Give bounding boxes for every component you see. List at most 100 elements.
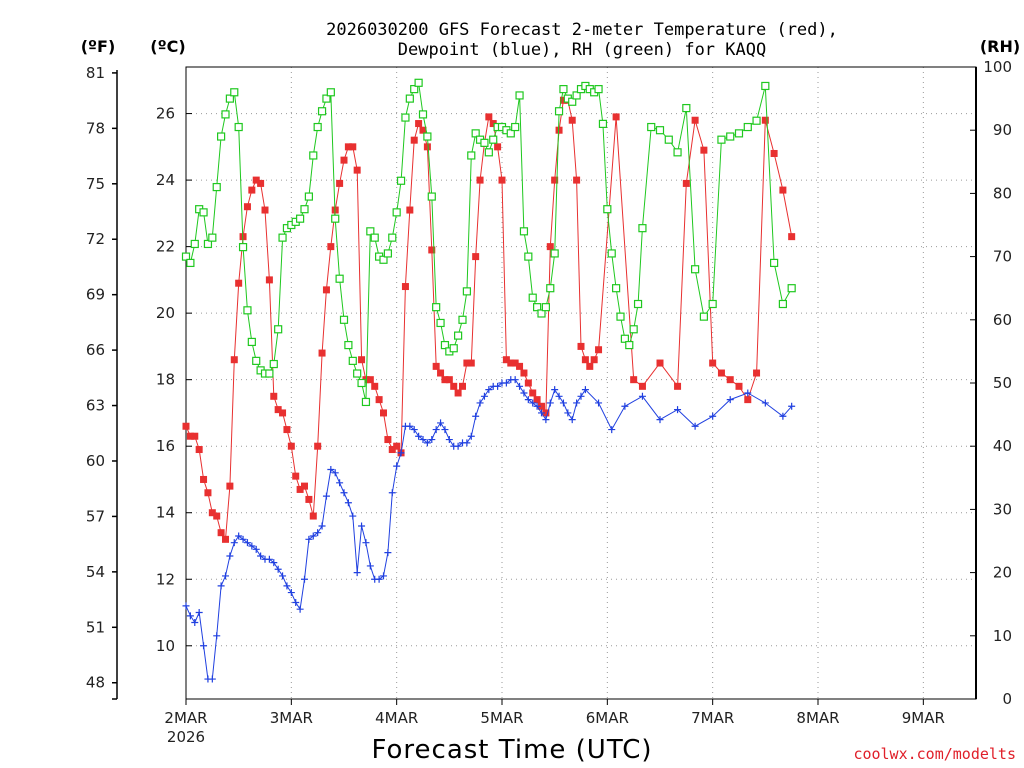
data-point (401, 113, 410, 122)
data-point (186, 612, 194, 620)
data-point (248, 186, 256, 194)
data-point (265, 369, 274, 378)
data-point (598, 119, 608, 128)
rh-tick-label: 100 (983, 58, 1012, 76)
fahrenheit-tick-label: 72 (86, 230, 105, 248)
fahrenheit-tick-label: 66 (86, 341, 105, 359)
data-point (437, 369, 445, 377)
data-point (235, 532, 243, 540)
data-point (186, 258, 195, 268)
data-point (515, 91, 524, 100)
data-point (247, 337, 256, 347)
data-point (362, 376, 370, 384)
chart-title-line2: Dewpoint (blue), RH (green) for KAQQ (398, 40, 766, 60)
data-point (629, 325, 638, 334)
data-point (327, 243, 335, 251)
data-point (195, 446, 203, 454)
data-point (313, 122, 322, 132)
data-point (445, 376, 453, 384)
data-point (222, 535, 229, 543)
celsius-tick-label: 22 (156, 238, 175, 256)
data-point (788, 402, 796, 410)
data-point (208, 509, 216, 517)
data-point (410, 426, 418, 434)
data-point (212, 182, 221, 192)
data-point (225, 94, 234, 103)
data-point (270, 392, 278, 400)
data-point (418, 110, 428, 119)
data-point (375, 396, 383, 404)
data-point (445, 436, 453, 444)
data-point (454, 389, 462, 397)
data-point (248, 542, 256, 550)
data-point (533, 303, 542, 312)
data-point (279, 572, 287, 580)
data-point (301, 482, 308, 490)
data-point (595, 399, 603, 407)
data-point (371, 382, 379, 390)
data-point (691, 116, 699, 124)
data-point (432, 303, 441, 312)
data-point (358, 522, 366, 530)
data-point (230, 539, 238, 547)
data-point (726, 396, 734, 404)
x-year-label: 2026 (167, 728, 205, 746)
data-point (462, 287, 471, 296)
data-point (546, 399, 554, 407)
data-point (388, 446, 396, 454)
data-point (779, 412, 787, 420)
data-point (459, 382, 466, 390)
data-point (472, 253, 480, 261)
data-point (406, 422, 414, 430)
data-point (304, 192, 313, 201)
data-point (384, 436, 392, 444)
celsius-tick-label: 12 (156, 570, 175, 588)
rh-tick-label: 10 (993, 627, 1012, 645)
data-point (674, 382, 682, 390)
data-point (753, 369, 761, 377)
data-point (181, 252, 191, 261)
data-point (243, 203, 251, 211)
data-point (638, 224, 647, 233)
data-point (283, 582, 291, 590)
data-point (559, 85, 568, 94)
data-point (226, 482, 234, 490)
data-point (265, 555, 273, 563)
data-point (203, 239, 213, 249)
time-tick-label: 9MAR (902, 709, 945, 727)
data-point (744, 389, 752, 397)
time-tick-label: 5MAR (480, 709, 523, 727)
data-point (734, 129, 744, 138)
rh-tick-label: 40 (993, 437, 1012, 455)
data-point (217, 132, 226, 141)
data-point (546, 284, 555, 293)
data-point (630, 376, 638, 384)
data-point (524, 379, 532, 387)
celsius-tick-label: 14 (156, 504, 175, 522)
data-point (265, 276, 273, 284)
time-axis-ticks: 2MAR 3MAR 4MAR 5MAR 6MAR 7MAR 8MAR 9MAR (164, 699, 945, 727)
data-point (358, 356, 366, 364)
rh-tick-label: 90 (993, 121, 1012, 139)
data-point (380, 572, 387, 580)
data-point (484, 148, 493, 157)
data-point (458, 315, 467, 324)
data-point (375, 575, 383, 583)
data-point (292, 599, 300, 607)
data-point (533, 396, 541, 404)
data-point (392, 208, 401, 217)
data-point (217, 582, 225, 590)
data-point (190, 239, 199, 249)
rh-tick-label: 20 (993, 564, 1012, 582)
data-point (529, 389, 537, 397)
data-point (339, 315, 349, 324)
data-point (656, 359, 664, 367)
x-axis-label: Forecast Time (UTC) (371, 735, 652, 765)
data-point (200, 642, 208, 650)
data-point (555, 126, 563, 134)
data-point (620, 334, 629, 343)
fahrenheit-unit-label: (ºF) (81, 37, 116, 56)
data-point (292, 472, 300, 480)
data-point (489, 135, 498, 144)
